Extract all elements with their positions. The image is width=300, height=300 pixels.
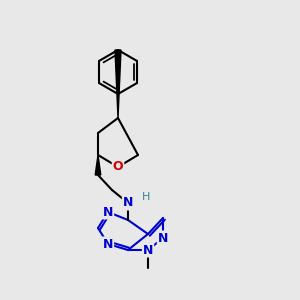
Text: N: N [103, 238, 113, 250]
Text: H: H [142, 192, 150, 202]
Text: N: N [143, 244, 153, 256]
Polygon shape [95, 155, 101, 175]
Text: N: N [123, 196, 133, 209]
Text: N: N [158, 232, 168, 244]
Text: O: O [113, 160, 123, 173]
Polygon shape [115, 50, 121, 118]
Text: N: N [103, 206, 113, 218]
